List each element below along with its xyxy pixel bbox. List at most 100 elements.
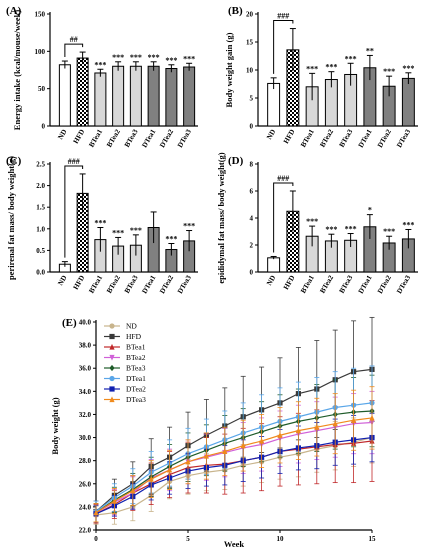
data-point: [93, 509, 99, 516]
y-tick-label: 2.5: [36, 161, 45, 169]
data-point: [203, 452, 209, 459]
bar-hfd: [76, 57, 89, 127]
comparison-bracket: [273, 182, 294, 253]
category-label: DTea2: [158, 128, 175, 149]
bar-nd: [267, 257, 281, 273]
y-tick-label: 0.0: [36, 269, 45, 277]
significance-marker: ***: [325, 63, 337, 72]
legend-item-hfd: HFD: [104, 332, 142, 341]
legend-item-btea3: BTea3: [104, 364, 146, 373]
category-label: DTea1: [357, 274, 374, 295]
significance-marker: ***: [112, 228, 124, 237]
panel-letter: (D): [228, 155, 244, 167]
category-label: ND: [265, 128, 277, 141]
legend-item-btea2: BTea2: [104, 353, 146, 362]
data-point: [167, 466, 173, 473]
y-axis-label: perirenal fat mass/ body weight(g): [6, 156, 16, 280]
data-point: [332, 420, 338, 427]
category-label: BTea3: [123, 128, 140, 149]
significance-marker: ***: [130, 53, 142, 62]
series-line: [95, 368, 373, 512]
category-label: BTea2: [105, 274, 122, 295]
bar-dtea1: [147, 65, 160, 127]
y-tick-label: 24.0: [79, 503, 92, 511]
significance-marker: ***: [183, 54, 195, 63]
y-tick-label: 1.5: [36, 204, 45, 212]
bar-btea2: [112, 65, 125, 127]
y-axis-label: Energy intake (kcal/mouse/week): [12, 10, 22, 131]
significance-marker: ***: [402, 64, 414, 73]
line-panel-e: (E) Body weight (g) Week 22.0 24.0 26.0 28.0 30…: [50, 316, 377, 549]
bracket-significance: ###: [68, 157, 80, 166]
bar-panel-b: (B) Body weight gain (g) 0 5 10 15 20 ND HFD *** B…: [224, 5, 418, 149]
y-tick-label: 150: [35, 11, 46, 19]
series-line: [95, 436, 373, 516]
series-line: [95, 440, 373, 515]
x-tick-label: 0: [94, 535, 98, 543]
bar-dtea2: [165, 68, 178, 127]
y-tick-label: 2: [250, 242, 254, 250]
bar-dtea3: [401, 77, 415, 127]
y-tick-label: 4: [250, 215, 254, 223]
legend-label: DTea2: [126, 385, 146, 394]
category-label: BTea2: [105, 128, 122, 149]
significance-marker: ***: [306, 64, 318, 73]
x-tick-label: 15: [369, 535, 377, 543]
y-tick-label: 10: [246, 67, 254, 75]
y-tick-label: 100: [35, 48, 46, 56]
significance-marker: ***: [94, 219, 106, 228]
category-label: DTea2: [376, 128, 393, 149]
data-point: [109, 396, 115, 403]
comparison-bracket: [64, 165, 84, 258]
y-tick-label: 20: [246, 11, 254, 19]
category-label: BTea2: [319, 128, 336, 149]
data-point: [369, 414, 375, 421]
panel-letter: (C): [6, 155, 22, 167]
category-label: BTea1: [299, 128, 316, 149]
x-tick-label: 5: [186, 535, 190, 543]
category-label: DTea2: [158, 274, 175, 295]
data-point: [277, 432, 283, 438]
category-label: BTea2: [319, 274, 336, 295]
y-tick-label: 36.0: [79, 365, 92, 373]
category-label: ND: [56, 274, 68, 287]
y-tick-label: 32.0: [79, 411, 92, 419]
category-label: HFD: [72, 128, 87, 145]
y-tick-label: 50: [38, 85, 46, 93]
significance-marker: ***: [383, 67, 395, 76]
data-point: [109, 354, 115, 361]
data-point: [240, 442, 246, 449]
y-axis-label: epididymal fat mass/ body weight(g): [216, 152, 226, 283]
y-tick-label: 0: [250, 123, 254, 131]
legend-label: ND: [126, 322, 137, 331]
category-label: BTea3: [123, 274, 140, 295]
legend-label: DTea1: [126, 374, 146, 383]
significance-marker: ***: [402, 220, 414, 229]
comparison-bracket: [273, 20, 294, 74]
bar-nd: [58, 64, 71, 127]
series-btea2: [93, 390, 375, 523]
panel-letter: (E): [62, 317, 77, 329]
data-point: [111, 498, 117, 504]
data-point: [351, 417, 357, 423]
category-label: DTea1: [141, 274, 158, 295]
data-point: [109, 323, 115, 329]
category-label: DTea3: [176, 274, 193, 295]
y-tick-label: 0: [250, 269, 254, 277]
category-label: HFD: [282, 274, 297, 291]
significance-marker: ***: [165, 56, 177, 65]
category-label: HFD: [72, 274, 87, 291]
significance-marker: ***: [383, 227, 395, 236]
y-tick-label: 5: [250, 95, 254, 103]
data-point: [314, 424, 320, 430]
series-dtea3: [93, 386, 375, 523]
data-point: [109, 364, 115, 372]
series-line: [95, 410, 373, 514]
series-nd: [93, 411, 375, 525]
significance-marker: ***: [112, 53, 124, 62]
bar-dtea3: [183, 66, 196, 127]
panel-letter: (B): [228, 5, 243, 17]
